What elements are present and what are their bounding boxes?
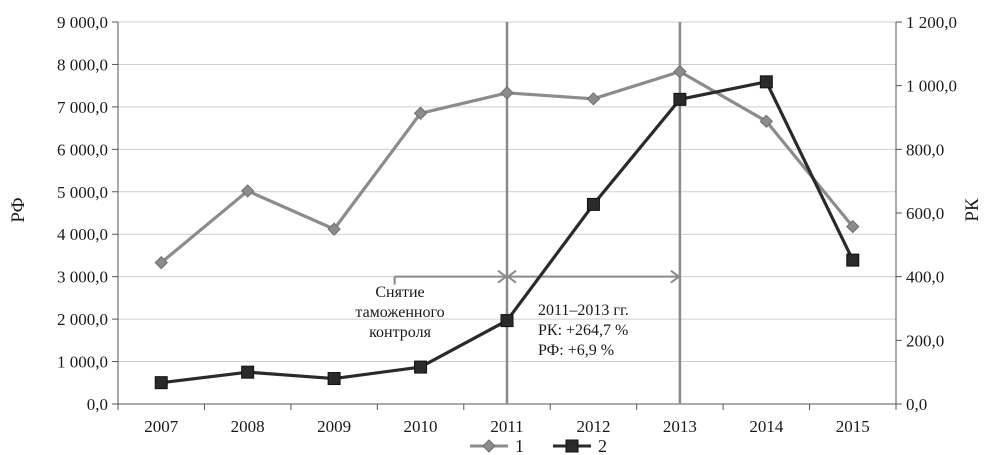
y-right-tick-label: 1 000,0 xyxy=(906,77,957,96)
x-tick-label: 2010 xyxy=(404,417,438,436)
x-tick-label: 2008 xyxy=(231,417,265,436)
y-right-tick-label: 1 200,0 xyxy=(906,13,957,32)
y-right-tick-label: 600,0 xyxy=(906,204,944,223)
annotation-customs-removal: Снятие таможенного контроля xyxy=(355,284,444,341)
legend-label: 1 xyxy=(515,436,524,455)
series xyxy=(154,64,860,390)
annotation-line: Снятие xyxy=(375,284,424,301)
data-point-diamond xyxy=(846,219,860,234)
y-right-tick-label: 800,0 xyxy=(906,140,944,159)
data-point-square xyxy=(565,439,579,453)
x-tick-label: 2009 xyxy=(317,417,351,436)
y-axis-right-title: РК xyxy=(962,198,983,222)
tick-labels: 0,0 1 000,0 2 000,0 3 000,0 4 000,0 5 000,0 6 … xyxy=(57,13,957,436)
y-axis-left-title: РФ xyxy=(8,197,29,222)
y-left-tick-label: 3 000,0 xyxy=(57,268,108,287)
y-left-tick-label: 8 000,0 xyxy=(57,55,108,74)
data-point-diamond xyxy=(500,86,514,100)
arrowhead xyxy=(497,269,508,284)
data-point-square xyxy=(500,314,514,328)
data-point-square xyxy=(673,92,687,106)
y-right-tick-label: 0,0 xyxy=(906,395,927,414)
y-left-tick-label: 9 000,0 xyxy=(57,13,108,32)
x-tick-label: 2015 xyxy=(836,417,870,436)
data-point-square xyxy=(241,365,255,379)
annotation-line: РК: +264,7 % xyxy=(538,322,628,339)
data-point-diamond xyxy=(759,114,774,129)
y-left-tick-label: 5 000,0 xyxy=(57,183,108,202)
data-point-square xyxy=(759,75,773,89)
data-point-diamond xyxy=(673,64,687,79)
y-left-tick-label: 4 000,0 xyxy=(57,225,108,244)
data-point-square xyxy=(327,372,341,386)
x-tick-label: 2013 xyxy=(663,417,697,436)
annotation-period-summary: 2011–2013 гг. РК: +264,7 % РФ: +6,9 % xyxy=(538,302,629,359)
data-point-diamond xyxy=(154,255,168,270)
x-tick-label: 2014 xyxy=(749,417,784,436)
data-point-diamond xyxy=(327,222,341,236)
data-point-diamond xyxy=(482,439,496,453)
y-left-tick-label: 1 000,0 xyxy=(57,353,108,372)
annotation-line: 2011–2013 гг. xyxy=(538,302,629,319)
legend-label: 2 xyxy=(598,436,607,455)
annotation-line: контроля xyxy=(369,324,431,341)
data-point-square xyxy=(414,360,428,374)
annotation-line: РФ: +6,9 % xyxy=(538,342,614,359)
arrowhead xyxy=(670,269,681,284)
annotation-line: таможенного xyxy=(355,304,444,321)
x-tick-label: 2011 xyxy=(490,417,523,436)
data-point-square xyxy=(846,253,860,267)
annotation-lines xyxy=(393,22,682,404)
y-left-tick-label: 6 000,0 xyxy=(57,140,108,159)
data-point-diamond xyxy=(586,92,601,106)
y-right-tick-label: 200,0 xyxy=(906,331,944,350)
y-left-tick-label: 7 000,0 xyxy=(57,98,108,117)
x-tick-label: 2012 xyxy=(576,417,610,436)
y-right-tick-label: 400,0 xyxy=(906,268,944,287)
data-point-square xyxy=(586,197,600,211)
arrowhead xyxy=(506,269,517,284)
y-left-tick-label: 0,0 xyxy=(87,395,108,414)
x-tick-label: 2007 xyxy=(144,417,179,436)
y-left-tick-label: 2 000,0 xyxy=(57,310,108,329)
data-point-diamond xyxy=(240,184,255,198)
data-point-square xyxy=(154,376,168,390)
data-point-diamond xyxy=(413,106,428,120)
